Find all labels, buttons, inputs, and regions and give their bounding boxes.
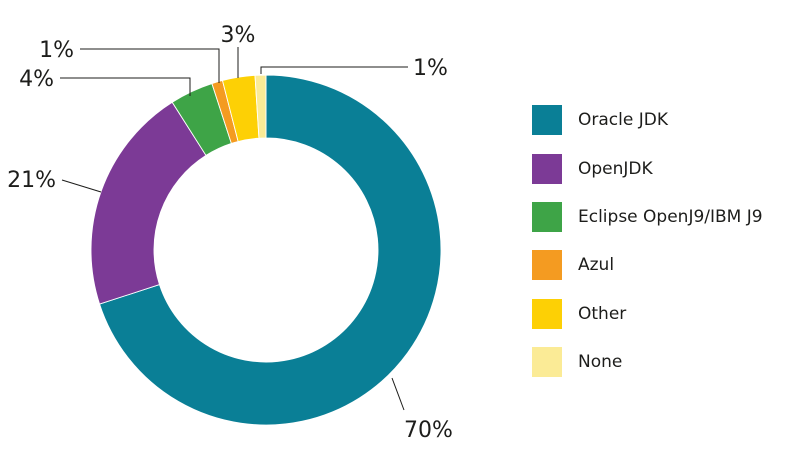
- legend-item-other: Other: [532, 290, 794, 338]
- legend-label: Oracle JDK: [578, 110, 668, 131]
- legend-label: OpenJDK: [578, 158, 653, 179]
- data-label-other: 3%: [221, 23, 256, 48]
- legend-swatch: [532, 153, 562, 184]
- leader-line-eclipse-openj9-ibm-j9: [60, 77, 191, 96]
- legend-swatch: [532, 105, 562, 136]
- slice-oracle-jdk: [98, 74, 442, 426]
- data-label-azul: 1%: [39, 38, 74, 63]
- legend-swatch: [532, 347, 562, 378]
- legend-label: Eclipse OpenJ9/IBM J9: [578, 206, 763, 227]
- leader-line-oracle-jdk: [391, 377, 405, 411]
- data-label-none: 1%: [413, 56, 448, 81]
- slice-openjdk: [90, 101, 207, 305]
- leader-line-openjdk: [61, 179, 102, 193]
- slice-none: [254, 74, 267, 139]
- chart-legend: Oracle JDK OpenJDK Eclipse OpenJ9/IBM J9…: [532, 96, 794, 386]
- data-label-oracle-jdk: 70%: [404, 418, 453, 443]
- legend-item-azul: Azul: [532, 241, 794, 289]
- legend-label: Azul: [578, 255, 615, 276]
- legend-item-openjdk: OpenJDK: [532, 144, 794, 192]
- legend-item-none: None: [532, 338, 794, 386]
- legend-label: Other: [578, 303, 627, 324]
- legend-swatch: [532, 201, 562, 232]
- leader-line-none: [260, 66, 408, 74]
- legend-label: None: [578, 352, 623, 373]
- leader-line-azul: [80, 48, 220, 83]
- legend-item-eclipse-openj9: Eclipse OpenJ9/IBM J9: [532, 193, 794, 241]
- legend-item-oracle-jdk: Oracle JDK: [532, 96, 794, 144]
- data-label-eclipse-openj9-ibm-j9: 4%: [19, 67, 54, 92]
- legend-swatch: [532, 250, 562, 281]
- legend-swatch: [532, 298, 562, 329]
- data-label-openjdk: 21%: [7, 168, 56, 193]
